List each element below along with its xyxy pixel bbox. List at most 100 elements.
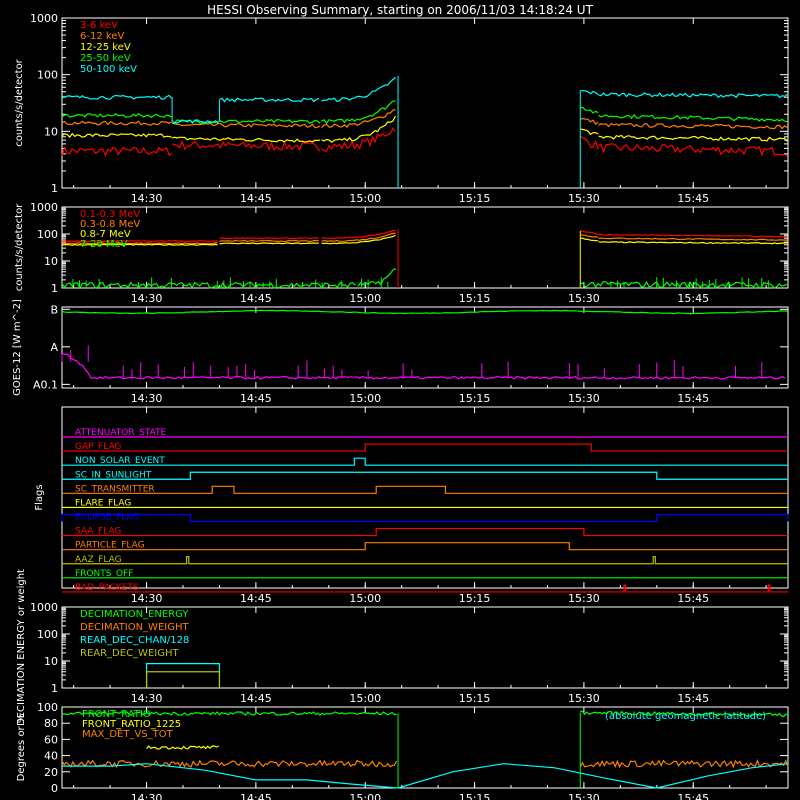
x-tick-label: 15:00 [349,792,381,800]
x-tick-label: 15:30 [568,592,600,605]
x-tick-label: 15:15 [459,392,491,405]
x-tick-label: 15:30 [568,792,600,800]
goes-short-trace [61,352,786,380]
flag-trace [61,513,789,523]
flag-label: BAD_PACKETS [75,583,139,593]
y-tick-label: 100 [37,701,58,714]
flag-trace [62,457,788,466]
x-tick-label: 14:45 [240,692,272,705]
series-1-trace [219,239,319,243]
legend-entry: MAX_DET_VS_TOT [82,729,174,740]
series-1-trace [171,122,321,129]
x-tick-label: 15:30 [568,192,600,205]
series-2-trace [171,136,321,143]
legend-entry: 7-20 MeV [80,239,128,250]
y-tick-label: B [50,303,58,316]
series-0-trace [321,229,396,240]
legend-entry: 0.8-7 MeV [80,229,131,240]
legend-entry: 0.1-0.3 MeV [80,209,140,220]
flag-label: SAA_FLAG [75,527,121,537]
legend-entry: FRONT_RATIO [82,709,151,720]
annotation-label: (absolute geomagnetic latitude) [605,711,766,722]
x-tick-label: 15:15 [459,292,491,305]
y-tick-label: 100 [37,69,58,82]
legend-entry: DECIMATION_WEIGHT [80,622,189,633]
y-axis-label: DECIMATION ENERGY or weight [16,569,27,726]
x-tick-label: 15:00 [349,192,381,205]
series-3-trace [321,100,396,125]
series-0-trace [219,237,319,240]
panel-frame [61,206,789,289]
series-2-trace [321,115,397,143]
series-2-trace [579,759,789,769]
x-tick-label: 14:30 [131,292,163,305]
series-2-trace [598,134,788,142]
series-3-trace [580,106,599,114]
x-tick-label: 14:30 [131,692,163,705]
x-tick-label: 15:15 [459,792,491,800]
series-3-trace [62,763,789,789]
series-1-trace [598,237,788,241]
series-2-trace [580,237,599,242]
x-tick-label: 15:45 [677,292,709,305]
x-tick-label: 15:30 [568,392,600,405]
y-tick-label: 1 [51,682,58,695]
series-0-trace [580,230,599,235]
x-tick-label: 15:45 [677,392,709,405]
legend-entry: 50-100 keV [80,64,137,75]
y-tick-label: 10 [44,655,58,668]
series-1-trace [61,120,173,126]
panel-panel2: 14:30 14:45 15:00 15:15 15:30 15:45 1 10 100 1000… [14,201,789,305]
series-3-trace [171,119,321,125]
series-4-trace [219,97,320,103]
y-axis-label: counts/s/detector [14,58,25,146]
legend-entry: FRONT_RATIO_1225 [82,719,181,730]
series-2-trace [61,759,398,769]
x-tick-label: 15:30 [568,692,600,705]
series-3-trace [145,671,221,688]
x-tick-label: 15:00 [349,692,381,705]
x-tick-label: 15:00 [349,592,381,605]
y-tick-label: 10 [44,255,58,268]
x-tick-label: 14:30 [131,192,163,205]
x-tick-label: 14:30 [131,592,163,605]
flag-trace [62,443,788,452]
legend-entry: 25-50 keV [80,53,131,64]
y-tick-label: 20 [44,766,58,779]
flag-label: FLARE_FLAG [75,498,131,508]
flag-trace [62,584,788,593]
x-tick-label: 15:00 [349,292,381,305]
x-tick-label: 14:45 [240,792,272,800]
y-tick-label: 60 [44,733,58,746]
flag-trace [62,471,788,480]
flag-trace [62,542,788,551]
flag-label: ATTENUATOR_STATE [75,428,167,438]
y-tick-label: 10 [44,125,58,138]
series-1-trace [321,109,396,129]
legend-entry: REAR_DEC_WEIGHT [80,648,179,659]
series-0-trace [61,145,173,157]
y-axis-label: Flags [34,484,45,510]
x-tick-label: 14:45 [240,392,272,405]
x-tick-label: 15:45 [677,692,709,705]
series-4-trace [171,119,219,125]
series-3-trace [598,113,788,123]
x-tick-label: 14:45 [240,192,272,205]
series-0-trace [598,143,788,157]
figure-title: HESSI Observing Summary, starting on 200… [207,3,593,17]
x-tick-label: 15:45 [677,192,709,205]
series-2-trace [219,242,319,245]
legend-entry: 0.3-0.8 MeV [80,219,140,230]
series-1-trace [61,242,218,245]
y-tick-label: 1000 [30,601,58,614]
series-0-trace [579,135,599,150]
panel-frame [61,606,789,689]
x-tick-label: 15:30 [568,292,600,305]
series-4-trace [598,92,788,99]
series-0-trace [171,139,321,152]
series-3-trace [580,280,788,290]
flag-label: SC_TRANSMITTER [75,484,155,494]
x-tick-label: 15:00 [349,392,381,405]
flag-trace [62,527,788,537]
